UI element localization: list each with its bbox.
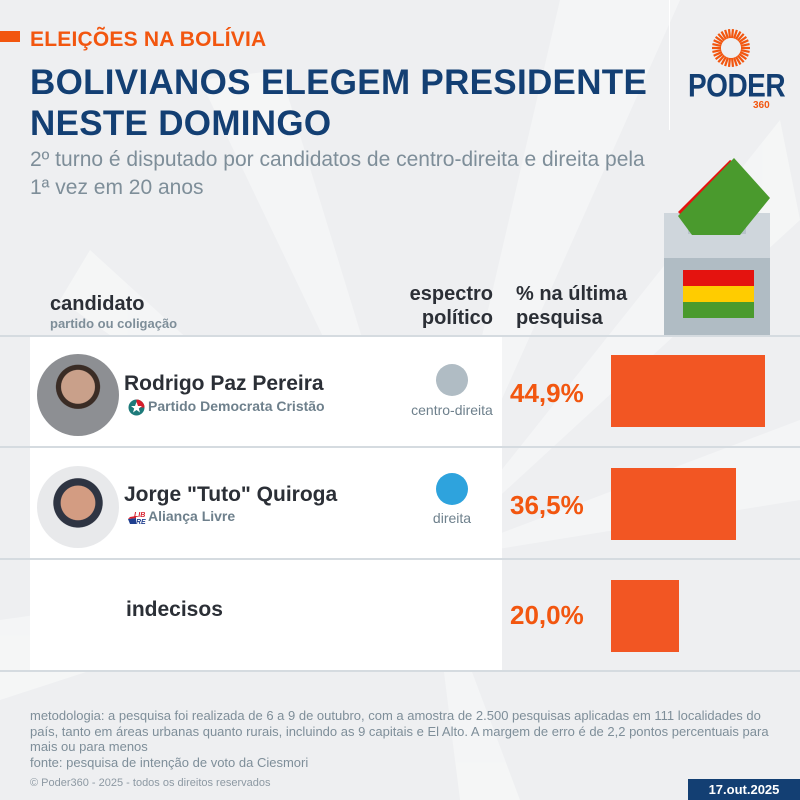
percent-header-line-2: pesquisa [516, 307, 603, 329]
logo-wordmark: PODER [688, 67, 786, 104]
row-divider [0, 670, 800, 672]
column-subheader-party: partido ou coligação [50, 316, 178, 331]
kicker: ELEIÇÕES NA BOLÍVIA [30, 28, 267, 51]
logo-ray [736, 33, 745, 42]
logo-ray [740, 49, 750, 54]
logo-number: 360 [753, 100, 770, 111]
percent-header-line-1: % na última [516, 283, 628, 305]
logo-ray [733, 57, 738, 67]
ballot-box-icon [664, 158, 770, 335]
spectrum-header-line-2: político [421, 307, 493, 329]
logo-ray [738, 52, 748, 61]
logo-ray [730, 57, 735, 68]
column-header-spectrum: espectro político [360, 282, 493, 330]
logo-ray [712, 42, 722, 47]
row-divider [0, 558, 800, 560]
svg-text:RE: RE [136, 519, 146, 526]
party-name: Partido Democrata Cristão [148, 398, 325, 414]
logo-ray [740, 42, 750, 47]
logo-ray [720, 56, 727, 66]
bar-rodrigo-paz [611, 355, 765, 427]
avatar-rodrigo-paz [37, 354, 119, 436]
spectrum-dot [436, 473, 468, 505]
value-label: 44,9% [510, 378, 584, 408]
logo-ray [735, 30, 742, 40]
subtitle: 2º turno é disputado por candidatos de c… [30, 148, 645, 199]
bar-indecisos [611, 580, 680, 652]
logo-ray [739, 51, 749, 57]
candidate-name: indecisos [126, 598, 223, 621]
logo-ray [717, 33, 726, 42]
title-line-2: NESTE DOMINGO [30, 104, 332, 143]
logo-ray [727, 28, 732, 39]
party-name: Aliança Livre [148, 508, 236, 524]
value-label: 20,0% [510, 600, 584, 630]
footnote: metodologia: a pesquisa foi realizada de… [30, 708, 775, 770]
methodology-text: metodologia: a pesquisa foi realizada de… [30, 708, 769, 754]
candidate-name: Jorge "Tuto" Quiroga [124, 483, 338, 506]
spectrum-dot [436, 364, 468, 396]
candidate-name: Rodrigo Paz Pereira [124, 372, 324, 395]
logo-ray [727, 57, 732, 68]
column-header-candidate: candidato [50, 293, 145, 315]
logo-ray [730, 28, 735, 39]
logo-ray [713, 51, 723, 57]
pdc-star-icon [128, 399, 145, 416]
title-line-1: BOLIVIANOS ELEGEM PRESIDENTE [30, 63, 648, 102]
date-badge: 17.out.2025 [688, 779, 800, 800]
source-text: fonte: pesquisa de intenção de voto da C… [30, 754, 309, 770]
logo-ray [724, 29, 729, 39]
logo-ray [720, 30, 727, 40]
column-header-percent: % na última pesquisa [516, 282, 627, 330]
logo-ray [736, 54, 745, 63]
logo-ray [733, 29, 738, 39]
logo-ray [714, 35, 724, 44]
sun-rays-icon [712, 28, 750, 68]
value-label: 36,5% [510, 490, 584, 520]
logo-ray [712, 49, 722, 54]
logo-ray [717, 54, 726, 63]
spectrum-label: direita [432, 510, 472, 526]
row-divider [0, 335, 800, 337]
spectrum-header-line-1: espectro [409, 283, 493, 305]
svg-text:LIB: LIB [134, 512, 145, 519]
logo-ray [739, 39, 749, 45]
logo-ray [714, 52, 724, 61]
spectrum-label: centro-direita [411, 402, 493, 418]
kicker-marker [0, 31, 20, 42]
logo-ray [735, 56, 742, 66]
logo-ray [738, 35, 748, 44]
page-title: BOLIVIANOS ELEGEM PRESIDENTE NESTE DOMIN… [30, 62, 647, 144]
logo-ray [713, 39, 723, 45]
row-divider [0, 446, 800, 448]
header-divider [669, 0, 670, 130]
bar-jorge-quiroga [611, 468, 736, 540]
copyright: © Poder360 - 2025 - todos os direitos re… [30, 777, 271, 789]
libre-logo-icon: LIB RE [128, 512, 146, 526]
avatar-jorge-quiroga [37, 466, 119, 548]
logo-ray [724, 57, 729, 67]
